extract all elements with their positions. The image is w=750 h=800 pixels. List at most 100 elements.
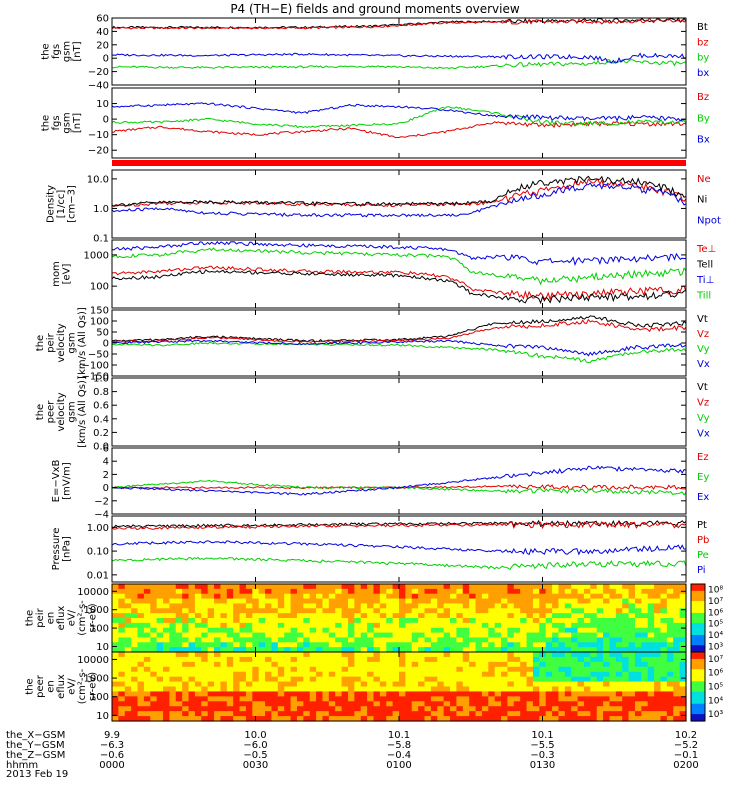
spectrogram-cell <box>163 618 170 624</box>
spectrogram-cell <box>118 666 126 673</box>
spectrogram-cell <box>303 711 311 717</box>
spectrogram-cell <box>628 584 636 590</box>
spectrogram-cell <box>437 656 445 663</box>
spectrogram-cell <box>386 627 394 634</box>
spectrogram-cell <box>456 656 464 663</box>
spectrogram-cell <box>271 716 279 722</box>
spectrogram-cell <box>481 637 489 643</box>
spectrogram-cell <box>654 603 662 609</box>
spectrogram-cell <box>609 671 617 678</box>
spectrogram-cell <box>545 622 553 629</box>
spectrogram-cell <box>679 642 687 648</box>
spectrogram-cell <box>156 618 164 624</box>
spectrogram-cell <box>615 613 623 619</box>
spectrogram-cell <box>277 661 285 668</box>
spectrogram-cell <box>666 637 674 643</box>
colorbar-band <box>691 714 705 717</box>
spectrogram-cell <box>137 588 145 595</box>
spectrogram-cell <box>131 696 139 702</box>
spectrogram-cell <box>309 622 317 629</box>
spectrogram-cell <box>194 701 202 707</box>
spectrogram-cell <box>673 642 681 648</box>
spectrogram-cell <box>615 661 623 668</box>
spectrogram-cell <box>513 676 521 683</box>
spectrogram-cell <box>456 706 464 712</box>
colorbar-band <box>691 626 705 629</box>
spectrogram-cell <box>131 608 139 614</box>
spectrogram-cell <box>137 608 145 614</box>
spectrogram-cell <box>634 622 642 629</box>
spectrogram-cell <box>583 716 591 722</box>
spectrogram-cell <box>207 613 215 619</box>
spectrogram-cell <box>596 701 604 707</box>
spectrogram-cell <box>654 632 662 639</box>
spectrogram-cell <box>201 676 209 683</box>
spectrogram-cell <box>673 652 681 658</box>
spectrogram-cell <box>290 661 298 668</box>
spectrogram-cell <box>590 711 598 717</box>
spectrogram-cell <box>367 661 375 668</box>
spectrogram-cell <box>647 652 655 658</box>
spectrogram-cell <box>367 584 375 590</box>
spectrogram-cell <box>303 706 311 712</box>
spectrogram-cell <box>481 603 489 609</box>
spectrogram-cell <box>245 701 253 707</box>
spectrogram-cell <box>226 618 234 624</box>
y-tick-label: 60 <box>96 14 109 25</box>
spectrogram-cell <box>622 637 630 643</box>
spectrogram-cell <box>641 701 649 707</box>
spectrogram-cell <box>347 647 355 653</box>
spectrogram-cell <box>175 637 183 643</box>
spectrogram-cell <box>603 608 611 614</box>
spectrogram-cell <box>194 696 202 702</box>
spectrogram-cell <box>277 656 285 663</box>
spectrogram-cell <box>418 716 426 722</box>
spectrogram-cell <box>430 637 438 643</box>
spectrogram-cell <box>175 584 183 590</box>
spectrogram-cell <box>583 706 591 712</box>
spectrogram-cell <box>609 642 617 648</box>
spectrogram-cell <box>558 632 566 639</box>
spectrogram-cell <box>577 603 585 609</box>
spectrogram-cell <box>182 656 190 663</box>
spectrogram-cell <box>137 701 145 707</box>
spectrogram-cell <box>660 701 668 707</box>
spectrogram-cell <box>456 661 464 668</box>
spectrogram-cell <box>163 701 170 707</box>
spectrogram-cell <box>316 681 324 688</box>
colorbar-band <box>691 633 705 636</box>
spectrogram-cell <box>341 603 349 609</box>
legend-label: Vt <box>697 382 708 393</box>
colorbar-band <box>691 650 705 653</box>
colorbar-tick-label: 10⁷ <box>708 597 723 607</box>
spectrogram-cell <box>316 588 324 595</box>
spectrogram-cell <box>112 642 119 648</box>
spectrogram-cell <box>226 681 234 688</box>
x-row-value: 9.9 <box>104 730 120 741</box>
spectrogram-cell <box>520 701 528 707</box>
spectrogram-cell <box>545 652 553 658</box>
spectrogram-cell <box>271 656 279 663</box>
spectrogram-cell <box>156 608 164 614</box>
spectrogram-cell <box>481 642 489 648</box>
spectrogram-cell <box>112 691 119 697</box>
spectrogram-cell <box>507 666 515 673</box>
spectrogram-cell <box>481 632 489 639</box>
spectrogram-cell <box>252 681 260 688</box>
spectrogram-cell <box>163 593 170 600</box>
spectrogram-cell <box>513 637 521 643</box>
spectrogram-cell <box>303 647 311 653</box>
spectrogram-cell <box>112 593 119 600</box>
spectrogram-cell <box>654 613 662 619</box>
spectrogram-cell <box>577 661 585 668</box>
spectrogram-cell <box>583 686 591 693</box>
spectrogram-cell <box>328 671 336 678</box>
spectrogram-cell <box>163 642 170 648</box>
spectrogram-cell <box>450 691 457 697</box>
spectrogram-cell <box>131 691 139 697</box>
spectrogram-cell <box>583 608 591 614</box>
spectrogram-cell <box>469 627 477 634</box>
colorbar-band <box>691 585 705 588</box>
spectrogram-cell <box>220 666 228 673</box>
spectrogram-cell <box>169 603 177 609</box>
